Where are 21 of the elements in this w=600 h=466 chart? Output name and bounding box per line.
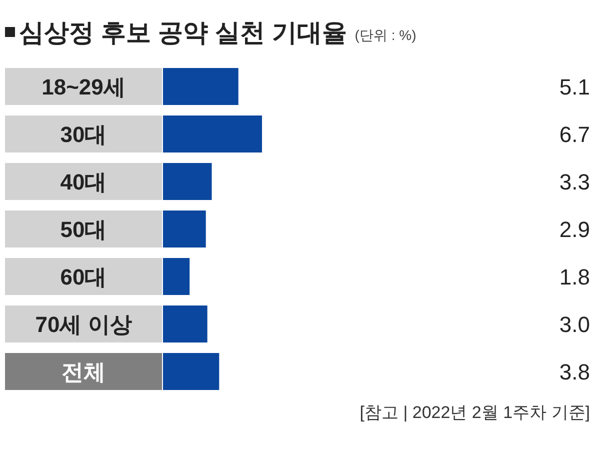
- data-label: 1.8: [559, 264, 590, 290]
- y-tick-label: 30대: [60, 122, 107, 147]
- bar: [163, 258, 190, 295]
- y-tick-label: 40대: [60, 170, 107, 194]
- y-tick-label: 60대: [60, 264, 107, 290]
- chart-title: 심상정 후보 공약 실천 기대율: [19, 19, 347, 47]
- data-label: 3.0: [559, 312, 590, 337]
- data-label: 6.7: [559, 122, 590, 147]
- bar: [163, 163, 212, 200]
- y-tick-label: 50대: [60, 217, 107, 242]
- data-label: 3.8: [559, 360, 590, 384]
- data-label: 5.1: [559, 74, 590, 100]
- y-tick-label: 70세 이상: [35, 312, 132, 337]
- bar: [163, 210, 206, 248]
- data-label: 3.3: [559, 170, 590, 194]
- bar: [163, 306, 208, 342]
- text: [참고 | 2022년 2월 1주차 기준]: [360, 403, 590, 422]
- text: (단위 : %): [354, 27, 416, 43]
- y-tick-label: 전체: [62, 360, 106, 384]
- y-tick-label: 18~29세: [42, 74, 126, 100]
- data-label: 2.9: [559, 217, 590, 242]
